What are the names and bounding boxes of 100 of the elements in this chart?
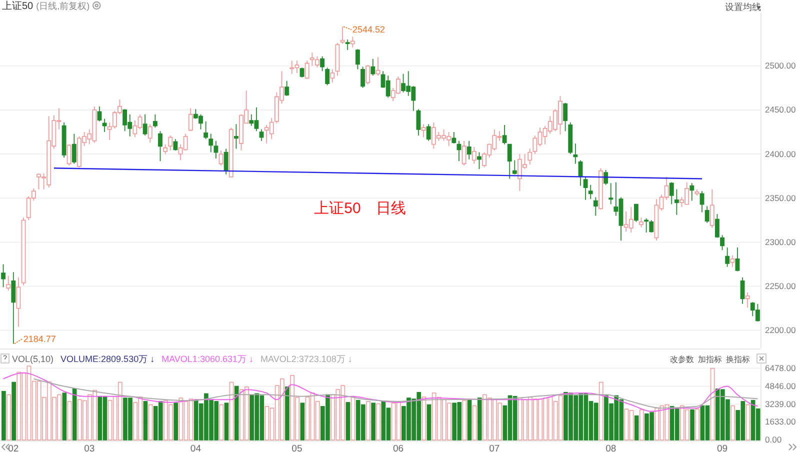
candlestick xyxy=(366,64,370,85)
candlestick xyxy=(66,144,72,166)
candlestick xyxy=(588,184,593,200)
candlestick xyxy=(704,206,710,224)
candlestick xyxy=(320,56,324,72)
bar xyxy=(224,402,229,440)
bar xyxy=(300,402,305,440)
candlestick xyxy=(644,218,649,233)
candlestick xyxy=(204,120,208,140)
annotation: VOLUME:2809.530万 ↓ xyxy=(60,354,155,364)
chart-title: 上证50 xyxy=(2,0,34,12)
candlestick xyxy=(502,124,507,145)
candlestick xyxy=(745,292,750,308)
chart-subtitle: (日线,前复权) xyxy=(36,1,90,11)
bar xyxy=(472,405,477,440)
bar xyxy=(462,400,467,440)
candlestick xyxy=(720,234,724,251)
candlestick xyxy=(224,148,228,175)
candlestick xyxy=(669,182,674,205)
candlestick xyxy=(148,124,152,144)
bar xyxy=(234,386,239,440)
legend-title: VOL(5,10) xyxy=(12,354,54,364)
x-tick-label: 04 xyxy=(190,444,201,454)
bar xyxy=(6,394,11,440)
candlestick xyxy=(376,56,380,76)
bar xyxy=(366,401,370,440)
y-tick-label: 6478.00 xyxy=(765,362,796,373)
candlestick xyxy=(710,188,714,229)
x-tick-label: 03 xyxy=(84,444,95,454)
y-tick-label: 0.00 xyxy=(765,434,782,445)
x-tick-label: 08 xyxy=(606,444,616,454)
candlestick xyxy=(452,132,456,144)
line-series xyxy=(2,372,758,412)
candlestick xyxy=(472,146,476,164)
candlestick xyxy=(345,38,350,50)
candlestick xyxy=(725,247,730,268)
bar xyxy=(62,392,67,440)
bar xyxy=(477,398,482,440)
bar xyxy=(371,402,376,440)
candlestick xyxy=(152,114,158,128)
x-tick-label: 06 xyxy=(392,444,404,454)
candlestick xyxy=(1,264,6,288)
candlestick xyxy=(714,214,720,238)
bar xyxy=(695,408,700,440)
bar xyxy=(426,404,432,440)
candlestick xyxy=(214,140,218,159)
candlestick xyxy=(583,176,588,200)
x-tick-label: 09 xyxy=(716,444,728,454)
text: MAVOL1:3060.631万 ↓ xyxy=(162,354,254,364)
bar xyxy=(690,409,694,440)
bar xyxy=(143,401,148,440)
candlestick xyxy=(168,135,173,151)
bar xyxy=(639,409,644,440)
candlestick xyxy=(740,277,745,304)
bar xyxy=(219,404,224,440)
bar xyxy=(148,404,153,440)
candlestick xyxy=(735,247,740,272)
candlestick xyxy=(690,182,694,202)
candlestick xyxy=(528,148,532,166)
candlestick xyxy=(477,152,482,170)
x-tick-label: 02 xyxy=(8,444,19,454)
candlestick xyxy=(16,277,21,328)
annotation: 2184.77 xyxy=(23,334,56,344)
candlestick xyxy=(512,160,517,175)
candlestick xyxy=(568,122,573,155)
bar xyxy=(67,401,72,440)
candlestick xyxy=(158,130,162,162)
text: 设置均线 xyxy=(725,2,761,12)
candlestick xyxy=(421,124,426,138)
candlestick xyxy=(340,26,345,44)
annotation: 换指标 xyxy=(726,355,750,364)
bar xyxy=(2,390,6,440)
candlestick xyxy=(208,133,214,153)
candlestick xyxy=(234,124,238,150)
candlestick xyxy=(360,66,365,88)
x-tick-label: 07 xyxy=(489,444,500,454)
annotation: 2544.52 xyxy=(352,24,386,35)
y-tick-label: 2200.00 xyxy=(765,325,796,336)
candlestick xyxy=(284,80,290,96)
candlestick xyxy=(700,190,704,213)
candlestick xyxy=(335,42,340,76)
candlestick xyxy=(304,60,310,80)
candlestick xyxy=(6,275,11,292)
candlestick xyxy=(573,143,578,164)
candlestick xyxy=(173,138,178,151)
y-tick-label: 2350.00 xyxy=(765,192,796,203)
candlestick xyxy=(466,140,472,160)
candlestick xyxy=(730,254,735,268)
candlestick xyxy=(350,36,355,48)
candlestick xyxy=(355,48,360,70)
candlestick xyxy=(456,140,462,162)
candlestick xyxy=(72,133,76,164)
candlestick xyxy=(325,67,330,86)
y-tick-label: 2300.00 xyxy=(765,236,796,247)
y-tick-label: 4846.00 xyxy=(765,381,796,392)
y-tick-label: 2400.00 xyxy=(765,148,796,159)
y-tick-label: 3239.00 xyxy=(765,398,796,409)
annotation: 改参数 xyxy=(670,355,694,364)
y-tick-label: 1633.00 xyxy=(765,416,796,427)
candlestick xyxy=(11,272,16,344)
